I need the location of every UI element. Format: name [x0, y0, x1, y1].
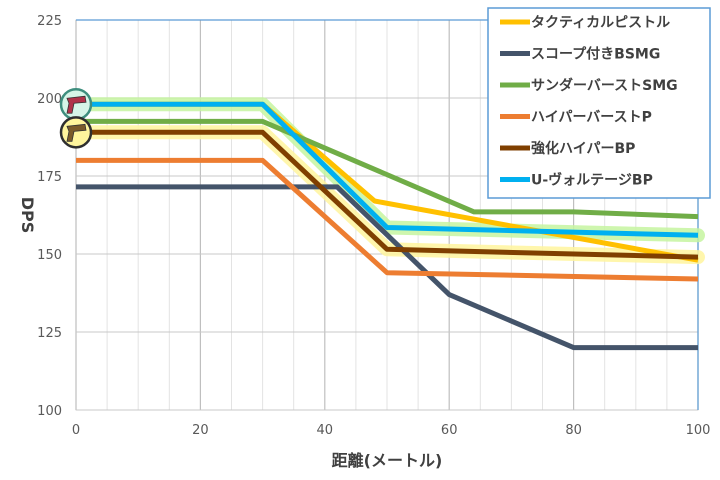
x-tick-label: 60	[441, 423, 458, 438]
legend-box	[487, 7, 711, 199]
axis-ticks: 0 20 40 60 80 100 100 125 150 175 200 225	[37, 14, 710, 438]
y-axis-title: DPS	[18, 197, 37, 234]
x-axis-title: 距離(メートル)	[332, 451, 443, 470]
x-tick-label: 0	[72, 423, 80, 438]
x-tick-label: 80	[565, 423, 582, 438]
y-tick-label: 175	[37, 170, 62, 185]
series-line	[76, 129, 699, 260]
legend-label: サンダーバーストSMG	[531, 77, 678, 94]
y-tick-label: 150	[37, 248, 62, 263]
series-line	[76, 118, 699, 220]
series-line	[76, 184, 698, 351]
pistol-red-icon	[59, 87, 93, 121]
legend-item: スコープ付きBSMG	[500, 46, 660, 63]
legend-label: ハイパーバーストP	[531, 110, 652, 126]
legend-item: 強化ハイパーBP	[500, 140, 635, 157]
y-tick-label: 125	[37, 326, 62, 341]
legend-label: スコープ付きBSMG	[531, 46, 660, 63]
x-tick-label: 40	[317, 423, 334, 438]
pistol-gold-icon	[59, 116, 93, 149]
y-tick-label: 100	[37, 404, 62, 419]
legend-item: タクティカルピストル	[500, 15, 670, 31]
x-tick-label: 20	[192, 423, 209, 438]
legend-label: タクティカルピストル	[531, 15, 670, 31]
series-line	[76, 157, 699, 282]
y-tick-label: 200	[37, 92, 62, 107]
legend-label: 強化ハイパーBP	[531, 140, 635, 157]
legend-label: U-ヴォルテージBP	[531, 172, 653, 189]
legend-item: ハイパーバーストP	[500, 110, 652, 126]
legend-item: U-ヴォルテージBP	[500, 172, 653, 189]
weapon-icons	[59, 87, 93, 149]
legend-item: サンダーバーストSMG	[500, 77, 678, 94]
series-lines	[69, 97, 705, 351]
y-tick-label: 225	[37, 14, 62, 29]
series-line	[76, 101, 699, 238]
x-tick-label: 100	[686, 423, 711, 438]
